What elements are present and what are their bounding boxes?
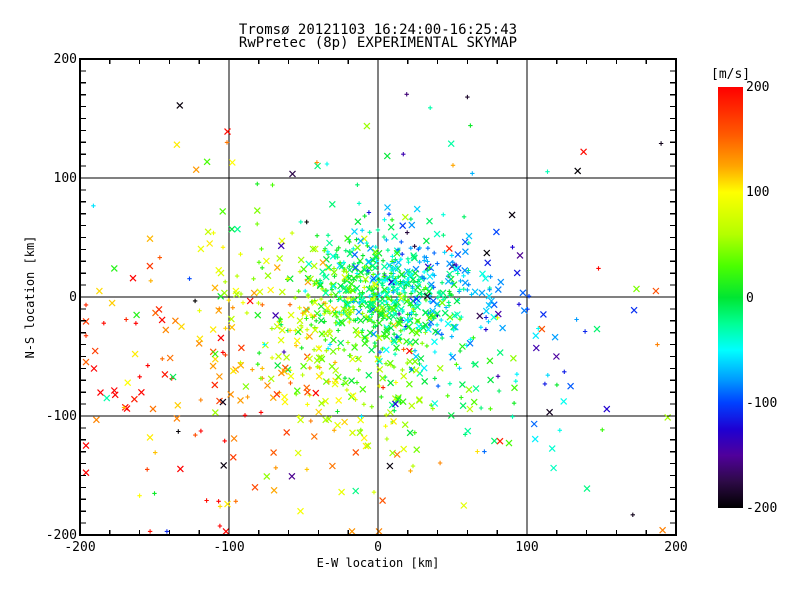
y-tick-label: -100 xyxy=(45,409,77,424)
scatter-points xyxy=(82,92,672,535)
x-axis-title: E-W location [km] xyxy=(316,556,440,570)
figure-subtitle: RwPretec (8p) EXPERIMENTAL SKYMAP xyxy=(238,35,518,51)
x-tick-label: -200 xyxy=(64,540,96,555)
plot-frame-and-ticks xyxy=(79,58,677,536)
y-tick-label: -200 xyxy=(45,528,77,543)
x-tick-label: -100 xyxy=(213,540,245,555)
y-tick-label: 0 xyxy=(69,290,77,305)
y-tick-label: 100 xyxy=(53,171,77,186)
colorbar-tick-label: -200 xyxy=(746,501,778,516)
colorbar-tick-label: 100 xyxy=(746,185,770,201)
colorbar-tick-label: -100 xyxy=(746,395,778,411)
y-tick-label: 200 xyxy=(53,52,77,67)
colorbar-tick-label: 0 xyxy=(746,290,754,306)
figure-title: Tromsø 20121103 16:24:00-16:25:43 xyxy=(238,22,518,38)
x-tick-label: 0 xyxy=(374,540,382,555)
colorbar xyxy=(718,87,743,508)
colorbar-unit-label: [m/s] xyxy=(711,67,751,82)
x-tick-label: 100 xyxy=(515,540,539,555)
x-tick-label: 200 xyxy=(664,540,688,555)
y-axis-title: N-S location [km] xyxy=(23,235,37,359)
colorbar-tick-label: 200 xyxy=(746,80,770,95)
